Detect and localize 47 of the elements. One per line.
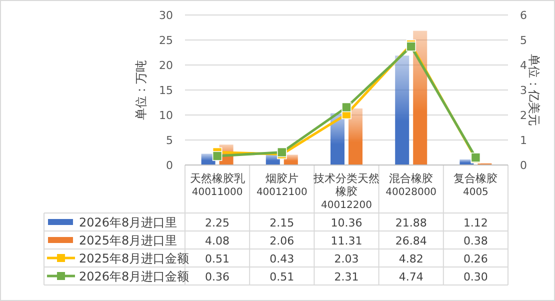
y2-tick-label: 3 xyxy=(520,84,527,97)
x-tick-label: 技术分类天然橡胶 40012200 xyxy=(312,172,380,211)
data-label: 2.03 xyxy=(334,252,359,266)
data-label: 4.74 xyxy=(398,270,424,284)
legend-label: 2025年8月进口里 xyxy=(79,234,178,248)
data-label: 0.51 xyxy=(205,252,230,266)
x-tick-label: 烟胶片 40012100 xyxy=(256,172,308,198)
legend-label: 2026年8月进口金额 xyxy=(79,270,190,284)
data-label: 0.38 xyxy=(463,234,488,248)
y2-tick-label: 5 xyxy=(520,34,527,47)
data-label: 26.84 xyxy=(395,234,427,248)
legend-label: 2025年8月进口金额 xyxy=(79,252,190,266)
legend-label: 2026年8月进口里 xyxy=(79,216,178,230)
data-label: 10.36 xyxy=(330,216,362,230)
x-tick-label: 混合橡胶 40028000 xyxy=(386,172,437,198)
data-label: 0.43 xyxy=(270,252,294,266)
point xyxy=(212,151,222,161)
data-label: 21.88 xyxy=(395,216,427,230)
y-tick-label: 0 xyxy=(166,159,173,172)
data-label: 0.30 xyxy=(463,270,488,284)
data-label: 1.12 xyxy=(463,216,488,230)
y-tick-label: 25 xyxy=(159,34,173,47)
y2-tick-label: 2 xyxy=(520,109,527,122)
data-label: 0.36 xyxy=(205,270,230,284)
y2-tick-label: 4 xyxy=(520,59,527,72)
y-tick-label: 20 xyxy=(159,59,173,72)
data-label: 2.06 xyxy=(270,234,294,248)
point xyxy=(342,102,352,112)
y2-tick-label: 0 xyxy=(520,159,527,172)
y-tick-label: 5 xyxy=(166,134,173,147)
data-label: 11.31 xyxy=(330,234,362,248)
data-label: 2.31 xyxy=(334,270,359,284)
y-tick-label: 30 xyxy=(159,9,173,22)
x-tick-label: 复合橡胶 4005 xyxy=(454,172,498,198)
x-tick-label: 天然橡胶乳 40011000 xyxy=(190,172,245,198)
y2-tick-label: 1 xyxy=(520,134,527,147)
y-tick-label: 10 xyxy=(159,109,173,122)
data-label: 0.51 xyxy=(270,270,294,284)
y2-tick-label: 6 xyxy=(520,9,527,22)
y2-axis-title: 单位：亿美元 xyxy=(527,54,541,126)
data-label: 2.15 xyxy=(270,216,294,230)
data-label: 0.26 xyxy=(463,252,488,266)
data-label: 4.08 xyxy=(205,234,230,248)
data-label: 4.82 xyxy=(398,252,424,266)
data-label: 2.25 xyxy=(205,216,230,230)
y-axis-title: 单位：万吨 xyxy=(134,60,148,120)
y-tick-label: 15 xyxy=(159,84,173,97)
